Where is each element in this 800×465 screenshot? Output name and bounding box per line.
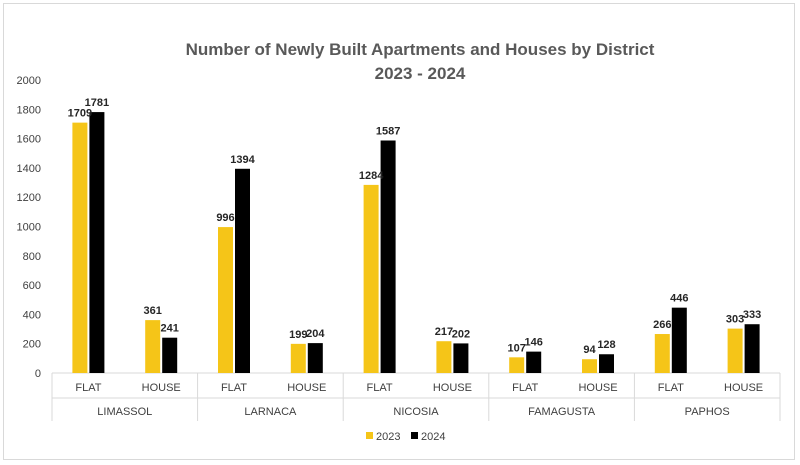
group-label: LIMASSOL [97, 406, 152, 418]
bar-2024 [162, 337, 178, 373]
bar-2024 [599, 354, 614, 373]
data-label: 202 [452, 328, 470, 340]
x-tick-label: HOUSE [578, 382, 617, 394]
bar-2024 [307, 343, 323, 373]
x-tick-label: HOUSE [433, 382, 472, 394]
chart-subtitle: 2023 - 2024 [375, 64, 466, 83]
bars [72, 112, 760, 374]
x-tick-label: FLAT [75, 382, 101, 394]
legend-label: 2023 [376, 431, 400, 443]
bar-2024 [526, 351, 542, 373]
bar-2023 [72, 122, 88, 373]
data-label: 1587 [376, 126, 400, 138]
data-label: 146 [525, 337, 543, 349]
axes: 0 200 400 600 800 1000 1200 1400 1600 1800 2000 LIM… [17, 75, 781, 421]
x-tick-label: HOUSE [724, 382, 763, 394]
data-label: 996 [216, 212, 234, 224]
x-tick-label: HOUSE [287, 382, 326, 394]
bar-2023 [509, 357, 525, 373]
bar-2023 [290, 343, 306, 373]
data-label: 1284 [359, 170, 384, 182]
data-label: 1709 [68, 108, 92, 120]
bar-2024 [235, 168, 250, 373]
legend-swatch-2023 [366, 432, 373, 439]
x-tick-label: FLAT [367, 382, 393, 394]
data-label: 199 [289, 329, 307, 341]
x-tick-label: FLAT [221, 382, 247, 394]
bar-2023 [363, 184, 379, 373]
y-tick-label: 400 [23, 309, 41, 321]
data-label: 1781 [85, 97, 109, 109]
data-label: 446 [670, 293, 688, 305]
chart-title: Number of Newly Built Apartments and Hou… [186, 40, 655, 59]
y-tick-label: 200 [23, 339, 41, 351]
data-label: 1394 [230, 154, 255, 166]
bar-2023 [654, 334, 670, 373]
y-tick-label: 0 [35, 368, 41, 380]
bar-2024 [453, 343, 469, 373]
data-label: 107 [508, 342, 526, 354]
y-tick-label: 1600 [17, 134, 41, 146]
data-label: 241 [161, 323, 179, 335]
data-label: 303 [726, 314, 744, 326]
x-tick-label: FLAT [658, 382, 684, 394]
group-label: FAMAGUSTA [528, 406, 596, 418]
bar-2024 [89, 112, 105, 374]
bar-2023 [727, 328, 743, 373]
bar-2023 [218, 227, 233, 373]
legend-swatch-2024 [411, 432, 418, 439]
y-tick-label: 1800 [17, 104, 41, 116]
group-label: NICOSIA [393, 406, 439, 418]
legend: 2023 2024 [366, 431, 445, 443]
data-label: 217 [435, 326, 453, 338]
bar-2023 [145, 320, 161, 373]
y-tick-label: 1400 [17, 163, 41, 175]
y-tick-label: 600 [23, 280, 41, 292]
chart-frame [3, 3, 795, 460]
bar-2024 [380, 140, 396, 373]
y-tick-label: 1000 [17, 222, 41, 234]
bar-2023 [582, 359, 597, 373]
bar-2024 [744, 324, 760, 373]
y-tick-label: 2000 [17, 75, 41, 87]
y-tick-label: 1200 [17, 192, 41, 204]
x-tick-label: HOUSE [142, 382, 181, 394]
y-tick-label: 800 [23, 251, 41, 263]
legend-label: 2024 [421, 431, 445, 443]
data-label: 361 [144, 305, 162, 317]
bar-2024 [671, 307, 687, 373]
x-tick-label: FLAT [512, 382, 538, 394]
group-label: LARNACA [244, 406, 297, 418]
group-label: PAPHOS [685, 406, 730, 418]
data-label: 204 [306, 328, 325, 340]
bar-2023 [436, 341, 452, 373]
data-label: 266 [653, 319, 671, 331]
data-label: 128 [597, 339, 615, 351]
data-label: 333 [743, 309, 761, 321]
data-label: 94 [583, 344, 596, 356]
